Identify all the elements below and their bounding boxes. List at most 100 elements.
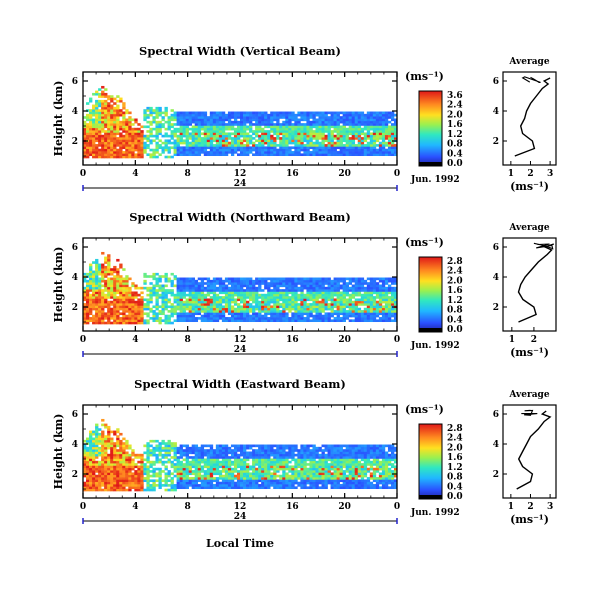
- panel-title: Spectral Width (Vertical Beam): [139, 44, 341, 58]
- heatmap: [83, 251, 398, 325]
- average-x-tick-label: 1: [508, 169, 514, 179]
- average-profile-top: [533, 242, 554, 250]
- colorbar-tick: 0.8: [447, 306, 463, 316]
- average-profile: [514, 77, 551, 157]
- colorbar-tick: 0.0: [447, 159, 463, 169]
- average-panel: Average 1 2 2 4 6 (ms⁻¹): [493, 223, 557, 359]
- x-axis-label: Local Time: [206, 537, 274, 550]
- colorbar-unit: (ms⁻¹): [405, 403, 444, 416]
- average-y-tick-label: 6: [493, 410, 499, 420]
- colorbar-unit: (ms⁻¹): [405, 236, 444, 249]
- colorbar-tick: 0.4: [447, 482, 463, 492]
- colorbar-tick: 0.0: [447, 492, 463, 502]
- x-tick-label: 20: [338, 335, 351, 345]
- average-y-tick-label: 4: [493, 107, 499, 117]
- panel-2: Spectral Width (Northward Beam)0 4 8 12 16 20…: [52, 210, 557, 359]
- colorbar-tick: 2.4: [447, 101, 463, 111]
- average-profile-top: [521, 409, 538, 416]
- average-y-tick-label: 6: [493, 77, 499, 87]
- y-axis-label: Height (km): [52, 247, 65, 323]
- colorbar-tick: 2.0: [447, 276, 463, 286]
- x-tick-label: 4: [132, 502, 138, 512]
- average-y-tick-label: 4: [493, 273, 499, 283]
- heatmap: [83, 418, 398, 492]
- average-profile: [516, 410, 552, 490]
- y-tick-label: 2: [72, 137, 78, 147]
- average-x-tick-label: 3: [547, 169, 553, 179]
- average-y-tick-label: 2: [493, 137, 499, 147]
- day-marker: 24: [234, 512, 247, 522]
- colorbar-tick: 1.2: [447, 463, 463, 473]
- date-label: Jun. 1992: [410, 175, 460, 185]
- colorbar-tick: 1.6: [447, 120, 463, 130]
- x-tick-label: 12: [234, 502, 247, 512]
- day-marker: 24: [234, 179, 247, 189]
- panel-title: Spectral Width (Eastward Beam): [134, 377, 346, 391]
- colorbar-unit: (ms⁻¹): [405, 70, 444, 83]
- average-frame: [502, 71, 557, 166]
- x-tick-label: 4: [132, 169, 138, 179]
- average-x-tick-label: 1: [508, 502, 514, 512]
- x-tick-label: 0: [394, 169, 400, 179]
- y-tick-label: 6: [72, 243, 78, 253]
- average-profile-top: [521, 76, 541, 83]
- colorbar: [418, 90, 443, 167]
- day-marker: 24: [234, 345, 247, 355]
- colorbar: [418, 423, 443, 500]
- average-x-tick-label: 2: [527, 502, 533, 512]
- x-tick-label: 16: [286, 335, 299, 345]
- x-tick-label: 16: [286, 169, 299, 179]
- colorbar-tick: 2.0: [447, 443, 463, 453]
- x-tick-label: 0: [394, 502, 400, 512]
- average-x-label: (ms⁻¹): [510, 513, 549, 526]
- average-frame: [502, 237, 557, 332]
- colorbar-tick: 1.2: [447, 296, 463, 306]
- average-x-tick-label: 2: [531, 335, 537, 345]
- average-title: Average: [508, 223, 549, 233]
- average-panel: Average 1 2 3 2 4 6 (ms⁻¹): [493, 390, 557, 526]
- x-tick-label: 12: [234, 335, 247, 345]
- date-label: Jun. 1992: [410, 508, 460, 518]
- average-x-tick-label: 1: [509, 335, 515, 345]
- x-tick-label: 8: [185, 335, 191, 345]
- average-profile: [517, 243, 555, 323]
- x-tick-label: 16: [286, 502, 299, 512]
- colorbar-tick: 0.8: [447, 140, 463, 150]
- colorbar-floor: [419, 162, 442, 166]
- average-x-label: (ms⁻¹): [510, 346, 549, 359]
- date-label: Jun. 1992: [410, 341, 460, 351]
- colorbar-tick: 3.6: [447, 91, 463, 101]
- panel-3: Spectral Width (Eastward Beam)0 4 8 12 16 20 0…: [52, 377, 557, 526]
- panel-title: Spectral Width (Northward Beam): [129, 210, 351, 224]
- colorbar-floor: [419, 328, 442, 332]
- colorbar-tick: 1.6: [447, 453, 463, 463]
- y-tick-label: 6: [72, 410, 78, 420]
- average-x-label: (ms⁻¹): [510, 180, 549, 193]
- x-tick-label: 20: [338, 502, 351, 512]
- colorbar-tick: 1.6: [447, 286, 463, 296]
- average-panel: Average 1 2 3 2 4 6 (ms⁻¹): [493, 57, 557, 193]
- heatmap: [83, 85, 398, 159]
- colorbar-tick: 2.4: [447, 434, 463, 444]
- colorbar: [418, 256, 443, 333]
- colorbar-tick: 1.2: [447, 130, 463, 140]
- colorbar-tick: 0.8: [447, 473, 463, 483]
- x-tick-label: 4: [132, 335, 138, 345]
- average-y-tick-label: 2: [493, 303, 499, 313]
- x-tick-label: 0: [394, 335, 400, 345]
- y-tick-label: 6: [72, 77, 78, 87]
- y-tick-label: 4: [72, 273, 78, 283]
- colorbar-tick: 2.0: [447, 110, 463, 120]
- colorbar-tick: 0.4: [447, 315, 463, 325]
- colorbar-tick: 0.0: [447, 325, 463, 335]
- x-tick-label: 0: [80, 502, 86, 512]
- colorbar-tick: 0.4: [447, 149, 463, 159]
- colorbar-floor: [419, 495, 442, 499]
- average-x-tick-label: 3: [547, 502, 553, 512]
- average-x-tick-label: 2: [527, 169, 533, 179]
- colorbar-tick: 2.8: [447, 257, 463, 267]
- y-tick-label: 4: [72, 440, 78, 450]
- average-y-tick-label: 4: [493, 440, 499, 450]
- average-y-tick-label: 2: [493, 470, 499, 480]
